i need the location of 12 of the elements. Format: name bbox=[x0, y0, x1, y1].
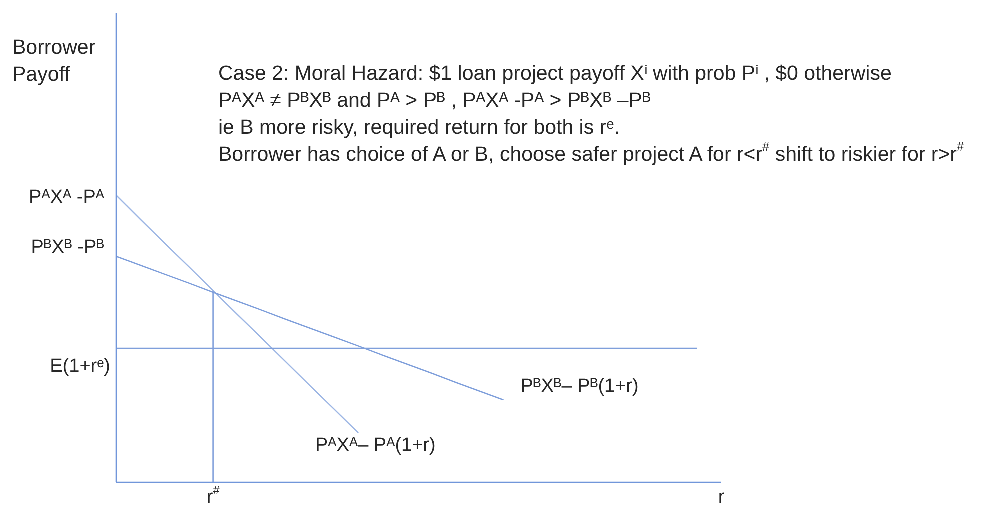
text: PᴬXᴬ -Pᴬ bbox=[29, 187, 105, 208]
series-label: PᴬXᴬ– Pᴬ(1+r) bbox=[316, 435, 436, 456]
x-tick-label: r# bbox=[206, 484, 220, 508]
text: E(1+rᵉ) bbox=[50, 356, 111, 377]
text: ie B more risky, required return for both is rᵉ. bbox=[218, 116, 620, 139]
text: Borrower Payoff bbox=[12, 36, 96, 86]
text: PᴮXᴮ -Pᴮ bbox=[31, 237, 105, 258]
x-tick-label: r bbox=[718, 487, 726, 508]
text: Borrower has choice of A or B, choose safer project A for r<r# shift to riskier for r>r# bbox=[218, 140, 964, 166]
text: PᴬXᴬ ≠ PᴮXᴮ and Pᴬ > Pᴮ , PᴬXᴬ -Pᴬ > PᴮXᴮ –Pᴮ bbox=[218, 89, 651, 112]
series-label: PᴮXᴮ– Pᴮ(1+r) bbox=[520, 376, 639, 398]
text: Case 2: Moral Hazard: $1 loan project payoff Xⁱ with prob Pⁱ , $0 otherwise bbox=[218, 62, 892, 85]
